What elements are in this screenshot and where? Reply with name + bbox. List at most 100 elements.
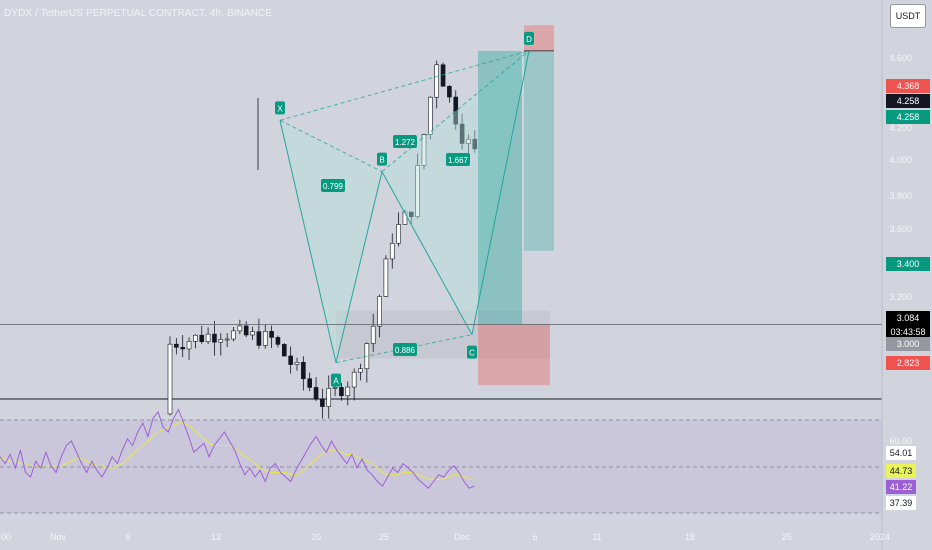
candle-body [262,331,268,346]
pattern-leg-cd [471,50,530,335]
candle-body [250,331,255,336]
candle-body [167,343,173,415]
long-stop-zone [478,324,550,386]
candle-body [199,334,205,342]
candle-body [237,325,243,332]
candle-body [275,337,281,345]
pattern-leg-xa [279,120,337,363]
ratio-label: 1.667 [448,156,469,165]
candles-group [167,60,478,419]
candle-body [320,398,325,407]
rsi-value-tag-label: 37.39 [890,498,913,508]
pattern-xab-fill [280,120,382,363]
price-tick-label: 4.600 [889,53,912,63]
ratio-badge [446,153,470,166]
candle-body [466,138,471,144]
price-tick-label: 4.200 [889,123,912,133]
currency-button[interactable]: USDT [890,4,926,28]
candle-body [231,330,236,340]
ratio-badge [393,343,417,356]
time-axis-label: 18 [685,532,695,542]
time-axis-label: 13 [211,532,221,542]
pattern-leg-bc [381,171,473,335]
chart-title: DYDX / TetherUS PERPETUAL CONTRACT, 4h, … [4,8,273,19]
candle-body [243,325,249,336]
candle-body [269,331,274,338]
candle-body [415,165,420,217]
candle-body [447,86,452,98]
candle-body [453,96,459,125]
candle-body [383,258,389,297]
pattern-ratio-line-xb [279,119,383,173]
long-profit-zone [478,50,522,325]
price-tag-label: 4.258 [897,96,920,106]
price-tag-label: 2.823 [897,358,920,368]
candle-body [180,347,185,350]
price-tag-box [886,257,930,271]
candle-body [434,64,440,98]
ratio-label: 1.272 [395,138,416,147]
ratio-label: 0.799 [323,182,344,191]
candle-body [396,224,401,244]
price-tag-label: 4.258 [897,112,920,122]
rsi-tick-label: 60.00 [889,436,912,446]
short-profit-zone [524,50,554,251]
ratio-badge [393,135,417,148]
price-tick-label: 4.000 [889,155,912,165]
pattern-point-c-label: C [469,349,475,358]
price-countdown-label: 03:43:58 [890,327,925,337]
candle-body [339,387,344,397]
time-axis-label: 20 [311,532,321,542]
pattern-ratio-line-ac [335,334,473,364]
price-tag-box [886,94,930,108]
candle-body [408,211,414,217]
candle-body [256,331,262,346]
time-axis-label: Dec [454,532,471,542]
pattern-point-a-badge [331,373,341,387]
candle-body [186,340,192,350]
pattern-point-a-label: A [333,377,339,386]
candle-body [218,339,224,343]
rsi-value-tag-label: 41.22 [890,482,913,492]
candle-body [428,96,433,135]
price-tag-label: 3.084 [897,313,920,323]
rsi-band [0,420,882,513]
price-tag-label: 4.368 [897,81,920,91]
pattern-bcd-fill [382,50,529,335]
candle-body [288,355,293,365]
pattern-leg-ab [335,171,383,363]
rsi-value-tag-box [886,480,916,494]
candle-body [307,378,313,388]
candle-body [174,343,179,348]
time-axis-label: 25 [379,532,389,542]
candle-body [301,362,306,380]
candle-body [440,64,446,87]
candle-body [472,138,478,150]
price-tick-label: 3.600 [889,224,912,234]
time-axis-label: 6 [532,532,537,542]
candle-body [212,333,217,343]
price-tag-box [886,337,930,351]
pattern-ratio-line-xd [279,50,530,121]
candle-body [459,123,465,144]
rsi-value-tag-box [886,496,916,510]
time-axis-label: Nov [50,532,67,542]
time-axis-label: 25 [782,532,792,542]
pattern-point-d-label: D [526,35,532,44]
candle-body [389,242,395,260]
time-axis-label: 2024 [870,532,890,542]
candle-body [377,296,382,327]
candle-body [345,386,351,397]
candle-body [358,368,363,373]
price-tag-label: 3.000 [897,339,920,349]
candle-body [313,387,319,400]
candle-body [351,371,357,388]
rsi-value-tag-label: 54.01 [890,448,913,458]
pattern-point-b-label: B [379,156,384,165]
candle-body [294,362,300,365]
rsi-line [0,408,475,490]
ratio-label: 0.886 [395,346,416,355]
rsi-value-tag-box [886,446,916,460]
time-axis-label-partial: 00 [1,532,11,542]
